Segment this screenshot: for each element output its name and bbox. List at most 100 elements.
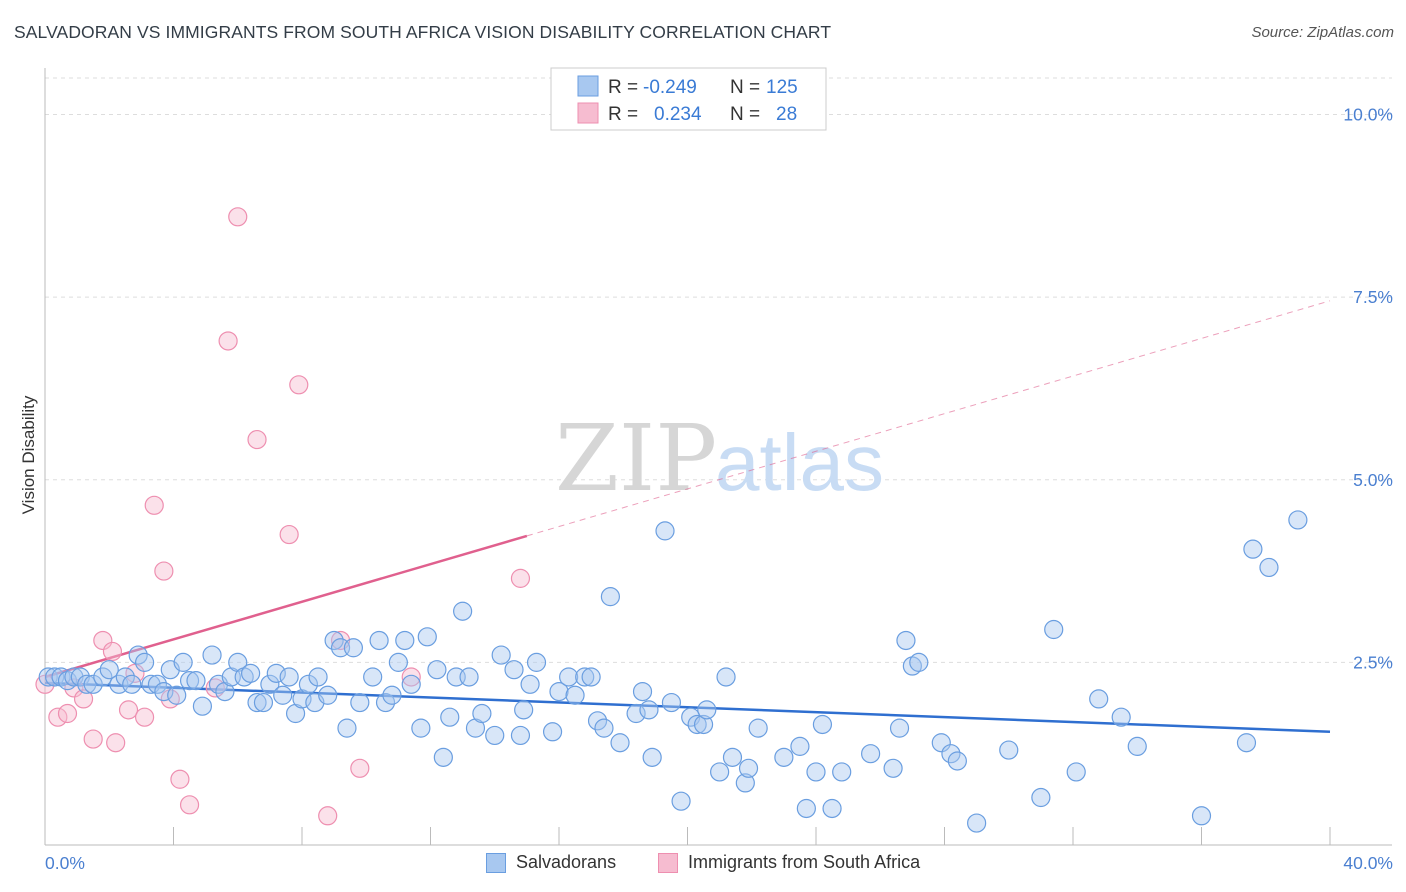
south-africa-point [144,495,164,515]
salvadoran-point [514,700,534,720]
salvadoran-point [395,630,415,651]
south-africa-point [289,375,309,395]
south-africa-point [279,524,299,545]
salvadoran-point [806,762,826,782]
salvadoran-point [401,674,421,694]
salvadoran-point [504,660,524,680]
salvadoran-point [526,652,547,672]
trend-layer [44,300,1331,734]
salvadoran-point [266,663,286,683]
salvadoran-point [687,714,707,735]
salvadoran-point [796,798,816,819]
south-africa-point [318,806,338,826]
bottom-legend-label-south-africa: Immigrants from South Africa [688,852,921,872]
legend-box: R = -0.249 N = 125 R = 0.234 N = 28 [550,67,827,131]
salvadoran-point [324,630,344,651]
salvadoran-point [559,667,579,687]
salvadoran-point [440,707,460,727]
salvadoran-point [600,587,621,607]
salvadoran-point [790,736,810,756]
salvadoran-point [1044,619,1064,640]
salvadoran-point [247,692,267,713]
salvadoran-point [1236,733,1257,753]
bottom-legend-swatch-south-africa [658,852,678,873]
south-africa-trend-extension [526,300,1331,537]
salvadoran-point [122,674,142,694]
south-africa-point [160,689,180,709]
salvadoran-point [941,744,961,764]
south-africa-point [83,729,103,749]
salvadoran-point [115,667,135,687]
salvadoran-point [655,521,675,541]
salvadoran-point [716,667,736,687]
salvadoran-point [491,645,511,665]
salvadoran-point [710,762,730,782]
salvadoran-point [642,747,662,767]
grid-layer [45,77,1392,663]
south-africa-point [205,678,225,698]
y-tick-label: 2.5% [1353,652,1393,672]
south-africa-point [401,667,421,687]
south-africa-point [247,429,267,450]
salvadoran-point [626,703,646,724]
salvadoran-point [1031,787,1051,808]
y-tick-label: 5.0% [1353,470,1393,490]
legend-r-label-south-africa: R = [608,104,638,125]
salvadoran-point [350,692,370,713]
salvadoran-point [192,696,213,716]
salvadoran-point [1288,510,1308,530]
south-africa-point [134,707,155,727]
salvadoran-point [472,703,492,724]
south-africa-point [228,207,248,227]
legend-r-label-salvadorans: R = [608,77,638,98]
salvadoran-point [128,645,148,665]
salvadoran-point [520,674,540,694]
salvadoran-point [154,681,174,702]
salvadoran-point [83,674,103,694]
salvadoran-point [610,733,630,753]
salvadoran-point [253,692,274,713]
salvadoran-point [433,747,453,767]
south-africa-point [106,733,126,753]
salvadoran-point [99,660,119,680]
y-axis-title: Vision Disability [19,395,38,514]
salvadoran-point [485,725,505,746]
salvadoran-point [896,630,916,651]
salvadoran-point [273,685,293,705]
salvadoran-point [889,718,910,738]
salvadoran-point [671,791,691,811]
points-layer [35,207,1308,833]
salvadoran-point [639,700,659,720]
salvadoran-point [147,674,168,694]
salvadoran-point [343,638,363,658]
y-tick-label: 7.5% [1353,287,1393,307]
salvadoran-point [375,692,396,713]
salvadoran-point [774,747,794,767]
salvadoran-point [298,674,319,694]
south-africa-trend-line [44,534,528,679]
south-africa-point [48,707,68,727]
salvadoran-point [179,671,200,691]
salvadoran-point [260,674,280,694]
salvadoran-point [57,671,78,691]
salvadoran-point [1259,557,1279,578]
salvadoran-point [241,663,261,683]
salvadoran-point [202,645,222,665]
bottom-legend-label-salvadorans: Salvadorans [516,852,617,872]
salvadoran-point [931,733,951,753]
legend-swatch-salvadorans [577,75,599,97]
legend-r-value-salvadorans: -0.249 [643,77,697,98]
bottom-legend-item-salvadorans[interactable]: Salvadorans [486,852,616,873]
salvadoran-point [45,667,65,687]
salvadoran-point [427,660,447,680]
salvadoran-point [1111,707,1131,727]
x-tick-label-max: 40.0% [1343,853,1393,873]
south-africa-point [179,795,200,815]
south-africa-point [218,331,238,351]
salvadoran-point [1243,539,1263,559]
salvadoran-point [575,667,595,687]
salvadoran-point [234,667,254,687]
bottom-legend-item-south-africa[interactable]: Immigrants from South Africa [658,852,920,873]
chart-source: Source: ZipAtlas.com [1251,24,1394,41]
